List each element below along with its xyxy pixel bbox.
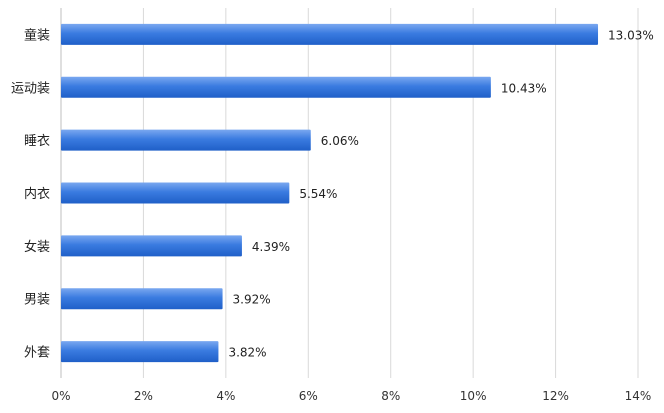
data-label: 3.82% [228,346,266,360]
category-label: 童装 [24,27,50,43]
bar [61,182,290,204]
bar [61,341,219,363]
x-tick-label: 10% [460,389,487,403]
bar [61,235,242,257]
data-label: 4.39% [252,240,290,254]
bars [61,23,599,363]
gridlines [60,8,639,378]
data-label: 13.03% [608,28,654,42]
data-label: 6.06% [321,134,359,148]
x-tick-label: 6% [299,389,318,403]
data-label: 5.54% [299,187,337,201]
bar [61,129,311,151]
category-label: 睡衣 [24,133,50,149]
x-tick-label: 2% [134,389,153,403]
x-tick-label: 0% [51,389,70,403]
category-label: 运动装 [11,81,50,96]
labels: 0% 2% 4% 6% 8% 10% 12% 14% 童装 13.03% 运动装 10.43% 睡衣 6.… [11,27,654,403]
category-label: 内衣 [24,186,50,202]
category-label: 女装 [24,239,50,255]
data-label: 3.92% [233,293,271,307]
bar [61,288,223,310]
bar [61,76,491,98]
bar [61,23,599,45]
category-label: 外套 [24,345,50,361]
x-tick-label: 14% [625,389,652,403]
data-label: 10.43% [501,81,547,95]
x-tick-label: 4% [216,389,235,403]
category-label: 男装 [24,293,50,308]
x-tick-label: 12% [542,389,569,403]
x-tick-label: 8% [381,389,400,403]
